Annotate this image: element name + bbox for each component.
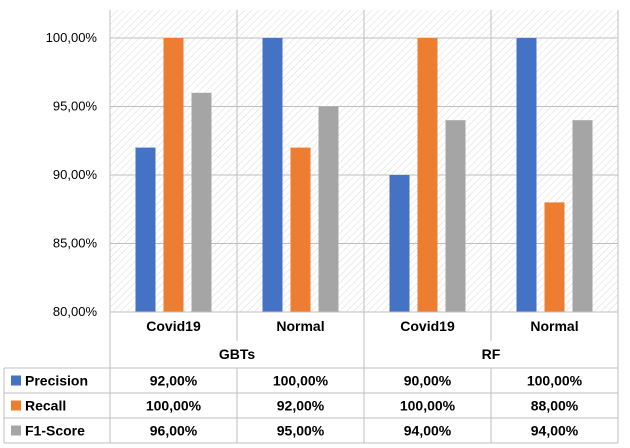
table-value: 96,00%: [150, 423, 198, 439]
bar-f1-score: [445, 120, 466, 312]
table-value: 88,00%: [531, 398, 579, 414]
bar-recall: [417, 38, 438, 312]
table-value: 94,00%: [404, 423, 452, 439]
bar-precision: [516, 38, 537, 312]
y-tick-label: 100,00%: [46, 30, 98, 45]
bar-precision: [135, 147, 156, 312]
x-category-label: Normal: [276, 318, 324, 334]
legend-swatch: [11, 400, 21, 411]
y-tick-label: 80,00%: [53, 304, 98, 319]
table-value: 100,00%: [527, 373, 583, 389]
bars: [135, 38, 593, 312]
table-value: 95,00%: [277, 423, 325, 439]
y-axis: 80,00% 85,00% 90,00% 95,00% 100,00%: [46, 30, 98, 319]
data-table: Precision 92,00% 100,00% 90,00% 100,00% Recal…: [3, 367, 619, 444]
bar-precision: [389, 175, 410, 312]
table-value: 100,00%: [273, 373, 329, 389]
table-value: 92,00%: [150, 373, 198, 389]
legend-label: F1-Score: [25, 423, 85, 439]
table-value: 100,00%: [146, 398, 202, 414]
bar-f1-score: [191, 92, 212, 312]
x-group-label: GBTs: [219, 346, 256, 362]
bar-precision: [262, 38, 283, 312]
table-value: 90,00%: [404, 373, 452, 389]
bar-f1-score: [318, 106, 339, 312]
table-value: 100,00%: [400, 398, 456, 414]
legend-swatch: [11, 425, 21, 436]
bar-recall: [163, 38, 184, 312]
legend-label: Precision: [25, 373, 88, 389]
legend-label: Recall: [25, 398, 66, 414]
legend-swatch: [11, 375, 21, 386]
x-axis: Covid19 Normal Covid19 Normal GBTs RF: [109, 311, 619, 368]
y-tick-label: 95,00%: [53, 99, 98, 114]
x-group-label: RF: [482, 346, 501, 362]
y-tick-label: 90,00%: [53, 167, 98, 182]
x-category-label: Normal: [530, 318, 578, 334]
table-value: 92,00%: [277, 398, 325, 414]
x-category-label: Covid19: [400, 318, 455, 334]
bar-recall: [290, 147, 311, 312]
table-value: 94,00%: [531, 423, 579, 439]
bar-f1-score: [572, 120, 593, 312]
x-category-label: Covid19: [146, 318, 201, 334]
bar-recall: [544, 202, 565, 312]
y-tick-label: 85,00%: [53, 236, 98, 251]
